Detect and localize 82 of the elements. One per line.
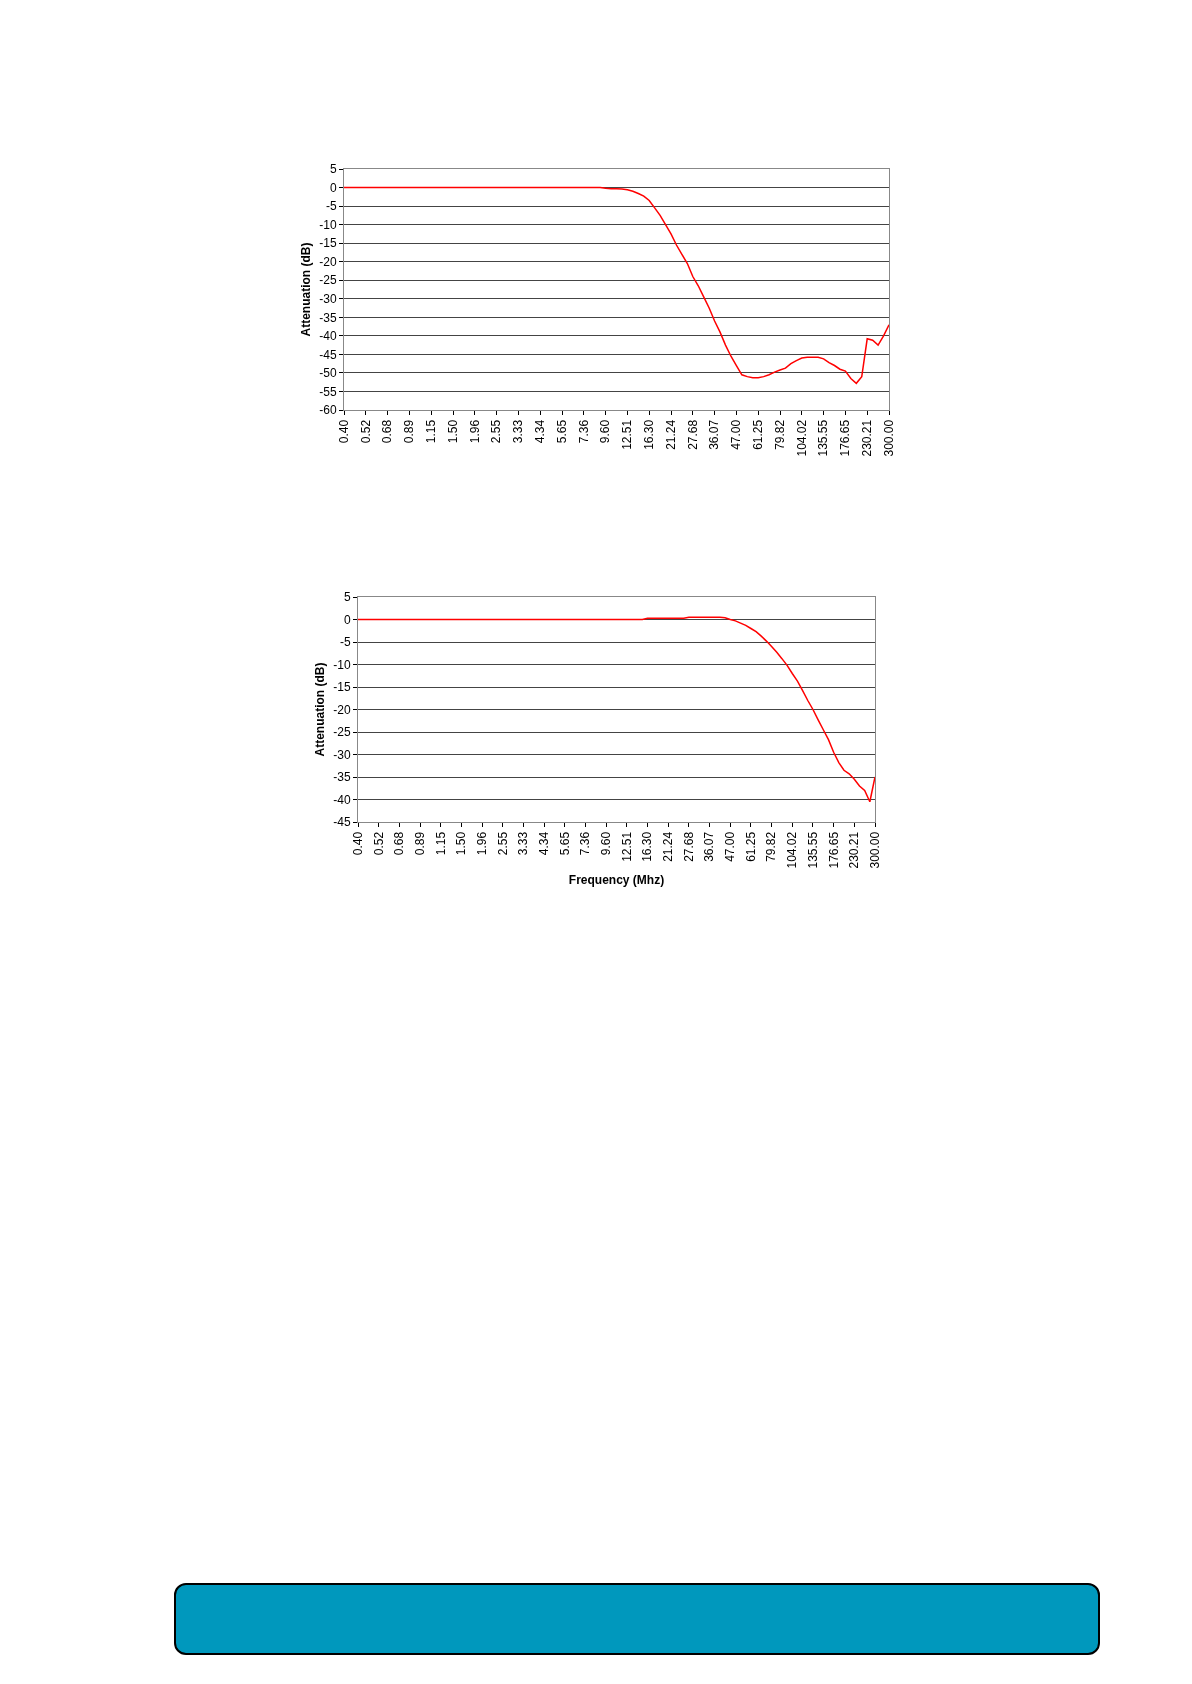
x-tick-label: 0.52 xyxy=(358,419,373,444)
x-tick-label: 0.68 xyxy=(380,419,395,444)
x-tick-label: 2.55 xyxy=(489,419,504,444)
y-tick-label: -25 xyxy=(319,273,337,288)
x-tick-label: 16.30 xyxy=(642,419,657,450)
x-tick-label: 2.55 xyxy=(495,831,510,856)
y-tick-label: -40 xyxy=(333,792,351,807)
x-tick-label: 47.00 xyxy=(729,419,744,450)
line-series xyxy=(344,186,889,385)
y-tick-label: -25 xyxy=(333,725,351,740)
y-tick-label: -15 xyxy=(319,236,337,251)
x-tick-label: 0.89 xyxy=(412,831,427,856)
x-tick-label: 79.82 xyxy=(764,831,779,862)
y-tick-label: -15 xyxy=(333,680,351,695)
x-tick-label: 300.00 xyxy=(881,419,896,457)
y-tick-label: -5 xyxy=(339,635,351,650)
y-tick-label: -30 xyxy=(319,291,337,306)
x-tick-label: 4.34 xyxy=(537,831,552,856)
x-tick-label: 0.52 xyxy=(371,831,386,856)
x-axis-title: Frequency (Mhz) xyxy=(568,873,665,888)
y-tick-label: -35 xyxy=(333,770,351,785)
y-tick-label: -45 xyxy=(319,347,337,362)
y-tick-label: -10 xyxy=(333,657,351,672)
y-tick-label: -55 xyxy=(319,384,337,399)
x-tick-label: 230.21 xyxy=(860,419,875,457)
x-tick-label: 9.60 xyxy=(599,831,614,856)
y-axis-title: Attenuation (dB) xyxy=(298,242,313,337)
x-tick-label: 61.25 xyxy=(743,831,758,862)
x-tick-label: 12.51 xyxy=(619,831,634,862)
y-tick-label: -45 xyxy=(333,815,351,830)
x-tick-label: 135.55 xyxy=(805,831,820,869)
x-tick-label: 135.55 xyxy=(816,419,831,457)
x-tick-label: 104.02 xyxy=(794,419,809,457)
x-tick-label: 1.50 xyxy=(445,419,460,444)
x-tick-label: 79.82 xyxy=(772,419,787,450)
line-series xyxy=(358,616,875,803)
x-tick-label: 0.89 xyxy=(402,419,417,444)
x-tick-label: 176.65 xyxy=(838,419,853,457)
x-tick-label: 21.24 xyxy=(661,831,676,862)
x-tick-label: 300.00 xyxy=(867,831,882,869)
y-tick-label: -60 xyxy=(319,403,337,418)
x-tick-label: 0.40 xyxy=(350,831,365,856)
x-tick-label: 5.65 xyxy=(557,831,572,856)
y-tick-label: -20 xyxy=(333,702,351,717)
x-tick-label: 21.24 xyxy=(663,419,678,450)
x-tick-label: 27.68 xyxy=(685,419,700,450)
x-tick-label: 1.50 xyxy=(454,831,469,856)
x-tick-label: 12.51 xyxy=(620,419,635,450)
y-tick-label: -50 xyxy=(319,366,337,381)
y-tick-label: -35 xyxy=(319,310,337,325)
x-tick-label: 27.68 xyxy=(681,831,696,862)
x-tick-label: 1.96 xyxy=(474,831,489,856)
y-tick-label: -30 xyxy=(333,747,351,762)
y-tick-label: -5 xyxy=(325,199,337,214)
x-tick-label: 1.15 xyxy=(433,831,448,856)
y-tick-label: 0 xyxy=(343,612,351,627)
y-tick-label: -40 xyxy=(319,329,337,344)
x-tick-label: 47.00 xyxy=(723,831,738,862)
y-tick-label: 0 xyxy=(329,180,337,195)
x-tick-label: 7.36 xyxy=(576,419,591,444)
x-tick-label: 176.65 xyxy=(826,831,841,869)
x-tick-label: 36.07 xyxy=(707,419,722,450)
x-tick-label: 0.68 xyxy=(392,831,407,856)
x-tick-label: 4.34 xyxy=(533,419,548,444)
x-tick-label: 230.21 xyxy=(847,831,862,869)
x-tick-label: 36.07 xyxy=(702,831,717,862)
x-tick-label: 1.96 xyxy=(467,419,482,444)
x-tick-label: 104.02 xyxy=(785,831,800,869)
y-tick-label: 5 xyxy=(329,162,337,177)
x-tick-label: 61.25 xyxy=(751,419,766,450)
y-axis-title: Attenuation (dB) xyxy=(312,662,327,757)
y-tick-label: 5 xyxy=(343,590,351,605)
x-tick-label: 1.15 xyxy=(424,419,439,444)
x-tick-label: 16.30 xyxy=(640,831,655,862)
y-tick-label: -20 xyxy=(319,254,337,269)
x-tick-label: 9.60 xyxy=(598,419,613,444)
y-tick-label: -10 xyxy=(319,217,337,232)
x-tick-label: 5.65 xyxy=(554,419,569,444)
x-tick-label: 3.33 xyxy=(511,419,526,444)
x-tick-label: 7.36 xyxy=(578,831,593,856)
x-tick-label: 3.33 xyxy=(516,831,531,856)
x-tick-label: 0.40 xyxy=(336,419,351,444)
